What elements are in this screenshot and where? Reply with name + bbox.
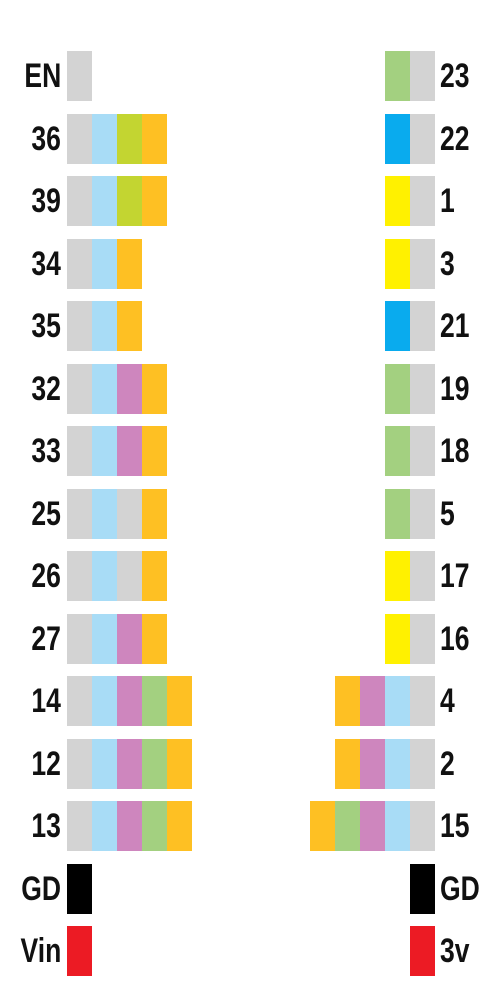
right-pin-row: 4 <box>0 676 500 726</box>
pin-function-gray-box <box>410 676 435 726</box>
right-pin-row: 18 <box>0 426 500 476</box>
right-pin-label: 15 <box>440 801 470 851</box>
right-pin-row: 3v <box>0 926 500 976</box>
pin-function-gray-box <box>410 551 435 601</box>
right-pin-row: 23 <box>0 51 500 101</box>
pin-function-gray-box <box>410 239 435 289</box>
right-pin-label: 2 <box>440 739 455 789</box>
pin-function-pink-box <box>360 801 385 851</box>
right-pin-label: 5 <box>440 489 455 539</box>
pin-function-black-box <box>410 864 435 914</box>
pin-function-lightblue-box <box>385 676 410 726</box>
right-pin-label: 4 <box>440 676 455 726</box>
right-pin-row: 17 <box>0 551 500 601</box>
right-pin-label: 22 <box>440 114 470 164</box>
pin-function-red-box <box>410 926 435 976</box>
right-pin-label: 3v <box>440 926 470 976</box>
right-pin-row: 1 <box>0 176 500 226</box>
right-pin-row: 2 <box>0 739 500 789</box>
pin-function-yellow-box <box>385 551 410 601</box>
right-pin-row: GD <box>0 864 500 914</box>
pin-function-yellow-box <box>385 239 410 289</box>
pin-function-orange-box <box>310 801 335 851</box>
pin-function-gray-box <box>410 801 435 851</box>
pin-function-yellow-box <box>385 614 410 664</box>
pin-function-gray-box <box>410 114 435 164</box>
pin-function-gray-box <box>410 739 435 789</box>
pin-function-green-box <box>385 364 410 414</box>
pin-function-orange-box <box>335 676 360 726</box>
pin-function-gray-box <box>410 489 435 539</box>
right-pin-label: 23 <box>440 51 470 101</box>
pin-function-green-box <box>335 801 360 851</box>
pin-function-lightblue-box <box>385 739 410 789</box>
pin-function-orange-box <box>335 739 360 789</box>
pin-function-yellow-box <box>385 176 410 226</box>
pin-function-blue-box <box>385 301 410 351</box>
pin-function-gray-box <box>410 364 435 414</box>
right-pin-label: 3 <box>440 239 455 289</box>
pin-function-pink-box <box>360 739 385 789</box>
pin-function-gray-box <box>410 426 435 476</box>
pin-function-gray-box <box>410 614 435 664</box>
right-pin-label: 16 <box>440 614 470 664</box>
pin-function-pink-box <box>360 676 385 726</box>
pin-function-green-box <box>385 51 410 101</box>
pin-function-green-box <box>385 489 410 539</box>
right-pin-label: 21 <box>440 301 470 351</box>
pin-function-green-box <box>385 426 410 476</box>
right-pin-label: 19 <box>440 364 470 414</box>
right-pin-label: GD <box>440 864 480 914</box>
pin-function-gray-box <box>410 51 435 101</box>
right-pin-label: 17 <box>440 551 470 601</box>
pin-function-lightblue-box <box>385 801 410 851</box>
pin-function-blue-box <box>385 114 410 164</box>
right-pin-label: 1 <box>440 176 455 226</box>
right-pin-row: 21 <box>0 301 500 351</box>
right-pin-row: 5 <box>0 489 500 539</box>
right-pin-row: 3 <box>0 239 500 289</box>
pin-function-gray-box <box>410 301 435 351</box>
right-pin-row: 16 <box>0 614 500 664</box>
right-pin-row: 19 <box>0 364 500 414</box>
right-pin-label: 18 <box>440 426 470 476</box>
right-pin-row: 22 <box>0 114 500 164</box>
pin-function-gray-box <box>410 176 435 226</box>
right-pin-row: 15 <box>0 801 500 851</box>
